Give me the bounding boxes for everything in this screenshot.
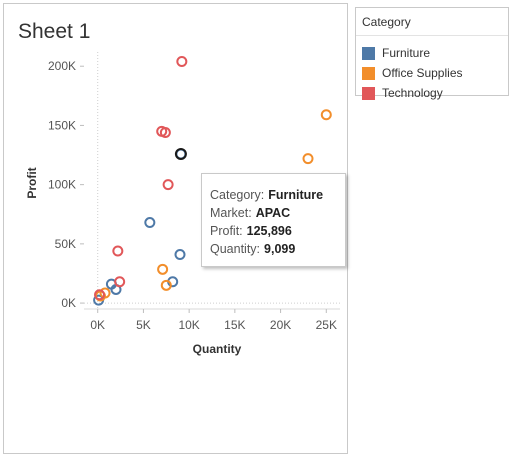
legend-label: Office Supplies [382,66,463,80]
sheet-title: Sheet 1 [18,20,91,43]
x-tick-label: 20K [270,318,291,332]
selected-point-outline[interactable] [174,147,187,160]
tooltip-key: Category: [210,188,265,202]
scatter-point-office-supplies[interactable] [320,109,332,121]
tooltip-value: Furniture [268,188,324,202]
legend-swatch-furniture [362,46,375,60]
scatter-point-office-supplies[interactable] [160,279,172,291]
y-tick-label: 200K [48,59,76,73]
tooltip-row-profit: Profit: 125,896 [210,224,292,238]
tooltip-key: Profit: [210,224,243,238]
scatter-point-technology[interactable] [114,276,126,288]
y-tick-label: 100K [48,178,76,192]
x-tick-label: 25K [316,318,337,332]
legend-label: Technology [382,86,443,100]
legend-divider [356,35,508,36]
legend-swatch-office-supplies [362,66,375,80]
y-tick-label: 150K [48,118,76,132]
scatter-point-technology[interactable] [112,245,124,257]
tooltip-value: 125,896 [246,224,292,238]
x-tick-label: 10K [178,318,199,332]
x-tick-label: 5K [136,318,151,332]
tooltip-key: Market: [210,206,252,220]
scatter-point-technology[interactable] [162,179,174,191]
scatter-point-furniture[interactable] [144,217,156,229]
tooltip-row-quantity: Quantity: 9,099 [210,242,295,256]
category-legend: Category Furniture Office Supplies Techn… [355,7,509,100]
x-axis-label: Quantity [193,342,242,356]
y-tick-label: 0K [61,296,76,310]
tooltip-key: Quantity: [210,242,261,256]
y-axis-label: Profit [25,167,39,198]
scatter-point-office-supplies[interactable] [157,263,169,275]
scatter-point-technology[interactable] [94,289,106,301]
scatter-point-furniture[interactable] [174,249,186,261]
x-tick-label: 15K [224,318,245,332]
legend-swatch-technology [362,86,375,100]
legend-item-office-supplies[interactable]: Office Supplies [362,65,463,81]
tooltip-value: APAC [255,206,291,220]
tooltip-row-market: Market: APAC [210,206,290,220]
scatter-point-office-supplies[interactable] [302,153,314,165]
y-tick-label: 50K [55,237,76,251]
tooltip-value: 9,099 [264,242,296,256]
scatter-point-technology[interactable] [176,55,188,67]
x-tick-label: 0K [90,318,105,332]
legend-title: Category [362,15,411,29]
legend-label: Furniture [382,46,431,60]
legend-item-furniture[interactable]: Furniture [362,45,430,61]
scatter-point-technology[interactable] [159,127,171,139]
mark-tooltip: Category: Furniture Market: APAC Profit:… [201,173,346,267]
tooltip-row-category: Category: Furniture [210,188,323,202]
legend-item-technology[interactable]: Technology [362,85,443,101]
